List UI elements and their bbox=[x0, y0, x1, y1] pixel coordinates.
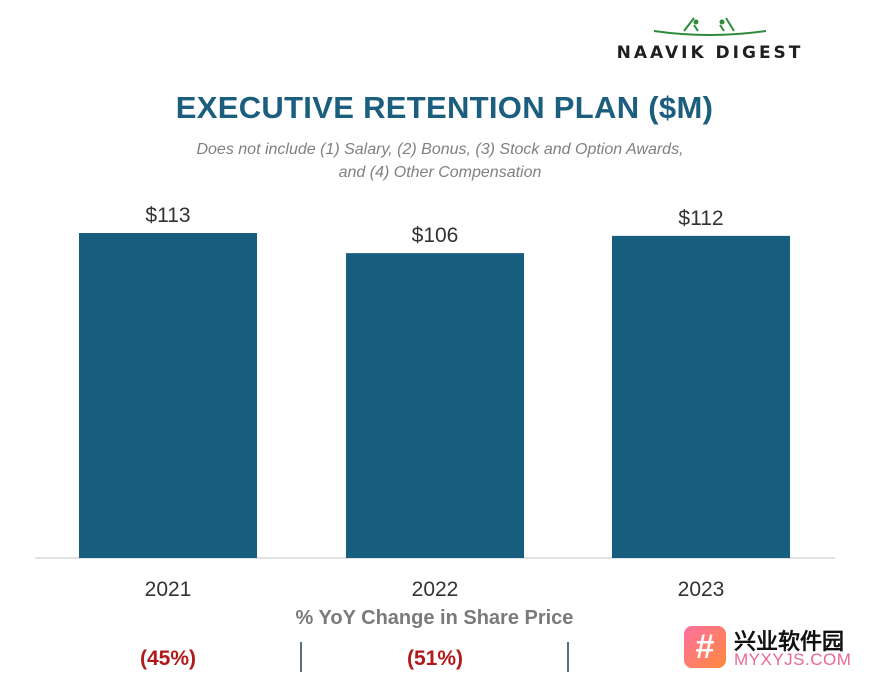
yoy-separator-2 bbox=[567, 642, 569, 672]
bar-2022 bbox=[346, 253, 524, 558]
data-label-2021: $113 bbox=[145, 204, 190, 227]
logo-text: NAAVIK DIGEST bbox=[616, 43, 804, 63]
canoe-icon bbox=[654, 17, 766, 36]
subtitle-line-1: Does not include (1) Salary, (2) Bonus, … bbox=[196, 141, 684, 158]
naavik-digest-logo: NAAVIK DIGEST bbox=[610, 14, 810, 63]
yoy-value-2022: (51%) bbox=[406, 647, 464, 670]
yoy-separator-1 bbox=[300, 642, 302, 672]
yoy-share-price-label: % YoY Change in Share Price bbox=[295, 607, 574, 629]
subtitle-line-2: and (4) Other Compensation bbox=[338, 164, 542, 181]
hash-icon: # bbox=[684, 626, 726, 668]
chart-subtitle: Does not include (1) Salary, (2) Bonus, … bbox=[140, 138, 740, 184]
data-label-2022: $106 bbox=[412, 224, 459, 247]
x-tick-2022: 2022 bbox=[412, 578, 459, 601]
chart-title: EXECUTIVE RETENTION PLAN ($M) bbox=[175, 90, 714, 125]
watermark-cn-text: 兴业软件园 bbox=[734, 630, 845, 655]
yoy-value-2021: (45%) bbox=[139, 647, 197, 670]
bar-2021 bbox=[79, 233, 257, 558]
x-tick-2021: 2021 bbox=[145, 578, 192, 601]
x-tick-2023: 2023 bbox=[678, 578, 725, 601]
watermark: # 兴业软件园 MYXYJS.COM bbox=[684, 624, 884, 674]
data-label-2023: $112 bbox=[678, 207, 723, 230]
watermark-en-text: MYXYJS.COM bbox=[734, 650, 852, 669]
bar-2023 bbox=[612, 235, 790, 558]
